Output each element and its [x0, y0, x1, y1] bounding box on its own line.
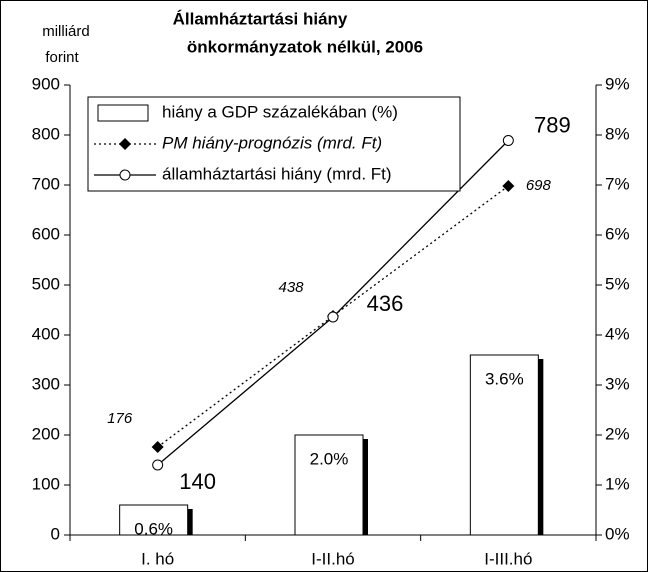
- y2-tick-label: 3%: [605, 374, 630, 393]
- bar-shadow: [363, 439, 368, 535]
- y2-tick-label: 6%: [605, 224, 630, 243]
- y2-tick-label: 4%: [605, 324, 630, 343]
- bar-value-label: 3.6%: [485, 369, 524, 388]
- marker: [502, 135, 514, 146]
- bar-shadow: [187, 509, 193, 535]
- legend-label: PM hiány-prognózis (mrd. Ft): [162, 133, 382, 152]
- y-tick-label: 300: [32, 374, 60, 393]
- marker: [152, 459, 164, 471]
- bar: [294, 434, 364, 536]
- bar-value-label: 0.6%: [134, 519, 173, 538]
- marker: [151, 441, 164, 453]
- y2-tick-label: 0%: [605, 524, 630, 543]
- data-label: 436: [367, 291, 404, 316]
- data-label: 176: [107, 410, 133, 427]
- y-tick-label: 800: [32, 124, 60, 143]
- y2-tick-label: 5%: [605, 274, 630, 293]
- y2-tick-label: 7%: [605, 174, 630, 193]
- y2-tick-label: 9%: [605, 74, 630, 93]
- bar: [469, 354, 539, 536]
- marker: [327, 311, 339, 323]
- legend-label: hiány a GDP százalékában (%): [162, 102, 398, 121]
- y-tick-label: 500: [32, 274, 60, 293]
- legend-marker: [119, 169, 131, 181]
- legend-swatch: [97, 104, 149, 122]
- y-tick-label: 100: [32, 474, 60, 493]
- y-tick-label: 400: [32, 324, 60, 343]
- bar-shadow: [538, 359, 544, 535]
- legend-label: államháztartási hiány (mrd. Ft): [162, 164, 392, 183]
- chart-title: önkormányzatok nélkül, 2006: [187, 37, 423, 56]
- legend-marker: [119, 138, 131, 150]
- chart-title: Államháztartási hiány: [173, 9, 348, 28]
- y-tick-label: 900: [32, 74, 60, 93]
- data-label: 140: [179, 469, 216, 494]
- y2-tick-label: 1%: [605, 474, 630, 493]
- data-label: 789: [534, 112, 571, 137]
- data-label: 698: [526, 177, 552, 194]
- y2-tick-label: 8%: [605, 124, 630, 143]
- bar: [119, 504, 189, 536]
- x-tick-label: I-III.hó: [484, 549, 532, 568]
- y-tick-label: 600: [32, 224, 60, 243]
- y-tick-label: 0: [51, 524, 60, 543]
- y2-tick-label: 2%: [605, 424, 630, 443]
- y-tick-label: 200: [32, 424, 60, 443]
- bar-value-label: 2.0%: [310, 449, 349, 468]
- data-label: 438: [278, 279, 304, 296]
- y-axis-label: forint: [45, 49, 79, 66]
- x-tick-label: I. hó: [141, 549, 174, 568]
- y-tick-label: 700: [32, 174, 60, 193]
- x-tick-label: I-II.hó: [311, 549, 354, 568]
- y-axis-label: milliárd: [42, 23, 90, 40]
- marker: [502, 180, 515, 192]
